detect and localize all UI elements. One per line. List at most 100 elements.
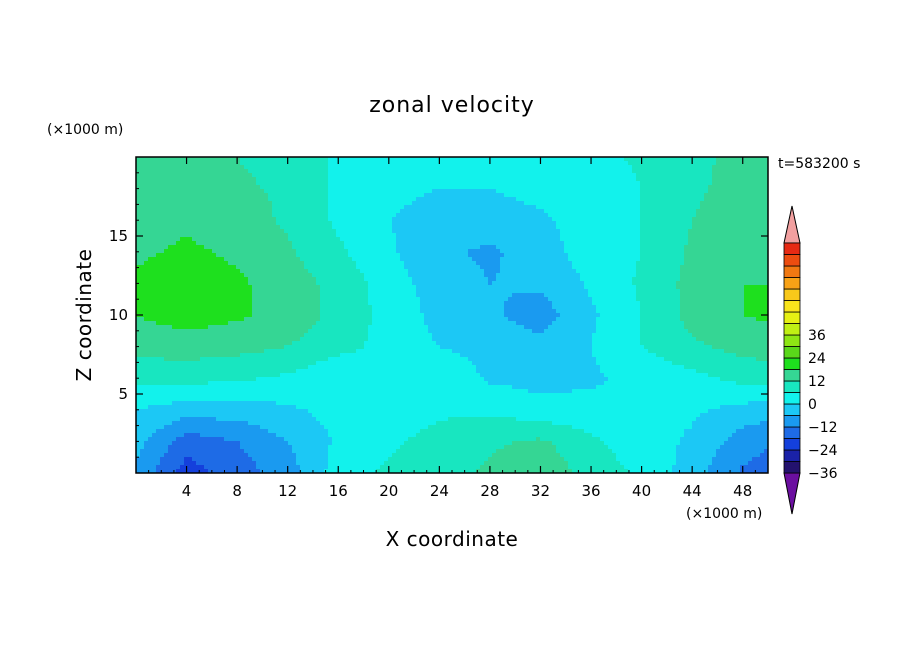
field-cell: [644, 273, 649, 278]
field-cell: [572, 213, 577, 218]
field-cell: [604, 185, 609, 190]
field-cell: [752, 249, 757, 254]
field-cell: [348, 245, 353, 250]
field-cell: [624, 201, 629, 206]
field-cell: [248, 169, 253, 174]
field-cell: [516, 213, 521, 218]
field-cell: [456, 201, 461, 206]
field-cell: [712, 197, 717, 202]
field-cell: [348, 269, 353, 274]
field-cell: [588, 193, 593, 198]
field-cell: [516, 257, 521, 262]
field-cell: [636, 225, 641, 230]
field-cell: [584, 189, 589, 194]
field-cell: [560, 249, 565, 254]
field-cell: [236, 269, 241, 274]
field-cell: [556, 197, 561, 202]
field-cell: [212, 261, 217, 266]
field-cell: [764, 221, 768, 226]
field-cell: [252, 229, 257, 234]
field-cell: [176, 281, 181, 286]
field-cell: [532, 277, 537, 282]
field-cell: [464, 277, 469, 282]
field-cell: [688, 225, 693, 230]
field-cell: [344, 189, 349, 194]
field-cell: [380, 233, 385, 238]
field-cell: [536, 165, 541, 170]
field-cell: [236, 209, 241, 214]
field-cell: [412, 249, 417, 254]
field-cell: [532, 233, 537, 238]
field-cell: [576, 237, 581, 242]
field-cell: [492, 213, 497, 218]
field-cell: [368, 269, 373, 274]
field-cell: [632, 217, 637, 222]
field-cell: [632, 229, 637, 234]
field-cell: [320, 237, 325, 242]
field-cell: [728, 169, 733, 174]
field-cell: [192, 185, 197, 190]
field-cell: [568, 205, 573, 210]
field-cell: [424, 157, 429, 162]
field-cell: [332, 277, 337, 282]
field-cell: [760, 245, 765, 250]
field-cell: [236, 193, 241, 198]
field-cell: [600, 245, 605, 250]
field-cell: [156, 273, 161, 278]
field-cell: [340, 205, 345, 210]
field-cell: [540, 225, 545, 230]
field-cell: [532, 169, 537, 174]
field-cell: [448, 169, 453, 174]
field-cell: [704, 273, 709, 278]
field-cell: [416, 253, 421, 258]
field-cell: [296, 253, 301, 258]
field-cell: [300, 165, 305, 170]
field-cell: [148, 217, 153, 222]
field-cell: [200, 193, 205, 198]
field-cell: [324, 209, 329, 214]
field-cell: [700, 265, 705, 270]
field-cell: [340, 237, 345, 242]
field-cell: [412, 265, 417, 270]
field-cell: [264, 185, 269, 190]
field-cell: [644, 161, 649, 166]
field-cell: [320, 197, 325, 202]
field-cell: [728, 269, 733, 274]
field-cell: [168, 281, 173, 286]
field-cell: [460, 205, 465, 210]
field-cell: [488, 193, 493, 198]
field-cell: [340, 181, 345, 186]
field-cell: [484, 161, 489, 166]
field-cell: [512, 241, 517, 246]
field-cell: [568, 225, 573, 230]
field-cell: [608, 213, 613, 218]
field-cell: [668, 261, 673, 266]
field-cell: [372, 229, 377, 234]
field-cell: [292, 229, 297, 234]
field-cell: [504, 245, 509, 250]
field-cell: [508, 221, 513, 226]
field-cell: [460, 189, 465, 194]
field-cell: [472, 193, 477, 198]
field-cell: [352, 185, 357, 190]
field-cell: [432, 161, 437, 166]
field-cell: [236, 181, 241, 186]
field-cell: [692, 185, 697, 190]
field-cell: [632, 205, 637, 210]
field-cell: [312, 173, 317, 178]
field-cell: [652, 193, 657, 198]
field-cell: [696, 241, 701, 246]
field-cell: [484, 193, 489, 198]
field-cell: [460, 161, 465, 166]
field-cell: [592, 161, 597, 166]
field-cell: [200, 209, 205, 214]
field-cell: [568, 193, 573, 198]
field-cell: [504, 233, 509, 238]
field-cell: [548, 161, 553, 166]
field-cell: [596, 173, 601, 178]
field-cell: [524, 157, 529, 162]
field-cell: [508, 237, 513, 242]
field-cell: [212, 257, 217, 262]
field-cell: [164, 233, 169, 238]
field-cell: [284, 217, 289, 222]
